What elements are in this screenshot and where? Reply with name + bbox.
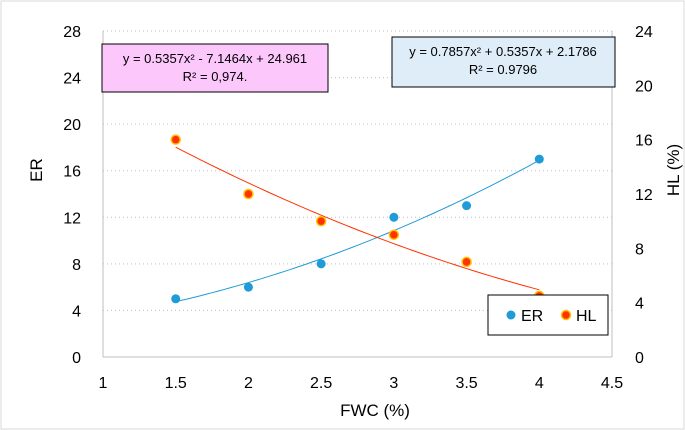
y-left-tick-label: 4 [72,303,81,320]
er-point [171,294,181,304]
hl-point [315,215,327,227]
hl-equation-background [101,43,329,93]
y-right-tick-label: 4 [635,296,644,313]
y-left-tick-label: 24 [63,71,81,88]
y-right-tick-label: 0 [635,350,644,367]
x-tick-label: 1 [99,375,108,392]
legend-hl-marker [560,309,572,321]
hl-point [170,134,181,145]
point-layer [170,134,545,304]
tick-label-layer: 0 4 8 12 16 20 24 28 0 4 8 12 16 20 24 1 1.5 2 2.5 3 3.5 4 4.5 [63,24,653,392]
y-right-axis-title: HL (%) [664,144,683,196]
er-point [389,212,399,222]
er-point [243,282,253,292]
x-tick-label: 4 [535,375,544,392]
hl-equation-box: y = 0.5357x² - 7.1464x + 24.961 R² = 0,9… [101,43,329,93]
y-left-tick-label: 28 [63,24,81,41]
x-tick-label: 2 [244,375,253,392]
hl-point [243,188,254,200]
x-tick-label: 1.5 [165,375,187,392]
y-left-tick-label: 12 [63,210,81,227]
er-equation-line2: R² = 0.9796 [469,62,537,77]
x-tick-label: 3.5 [455,375,477,392]
x-tick-label: 4.5 [601,375,623,392]
er-equation-box: y = 0.7857x² + 0.5357x + 2.1786 R² = 0.9… [391,36,616,88]
hl-equation-line1: y = 0.5357x² - 7.1464x + 24.961 [123,51,307,66]
y-left-tick-label: 16 [63,164,81,181]
x-tick-label: 3 [389,375,398,392]
legend-er-marker [506,310,516,320]
y-left-tick-label: 8 [72,257,81,274]
hl-point [388,229,400,240]
y-right-tick-label: 24 [635,24,653,41]
y-left-tick-label: 0 [72,350,81,367]
er-point [534,154,544,164]
y-right-tick-label: 8 [635,241,644,258]
er-point [316,259,326,269]
y-right-tick-label: 12 [635,187,653,204]
hl-point [461,256,472,268]
y-left-axis-title: ER [27,158,46,182]
er-trendline [175,159,540,303]
er-equation-line1: y = 0.7857x² + 0.5357x + 2.1786 [409,44,597,59]
trendline-layer [175,146,540,303]
y-right-tick-label: 20 [635,78,653,95]
y-left-tick-label: 20 [63,117,81,134]
er-equation-background [391,36,616,88]
x-tick-label: 2.5 [310,375,332,392]
legend-hl-label: HL [576,308,597,325]
er-point [462,201,472,211]
legend: ER HL [487,294,609,336]
legend-er-label: ER [521,308,543,325]
hl-equation-line2: R² = 0,974. [183,69,248,84]
y-right-tick-label: 16 [635,133,653,150]
x-axis-title: FWC (%) [340,401,410,420]
hl-trendline [175,146,540,291]
